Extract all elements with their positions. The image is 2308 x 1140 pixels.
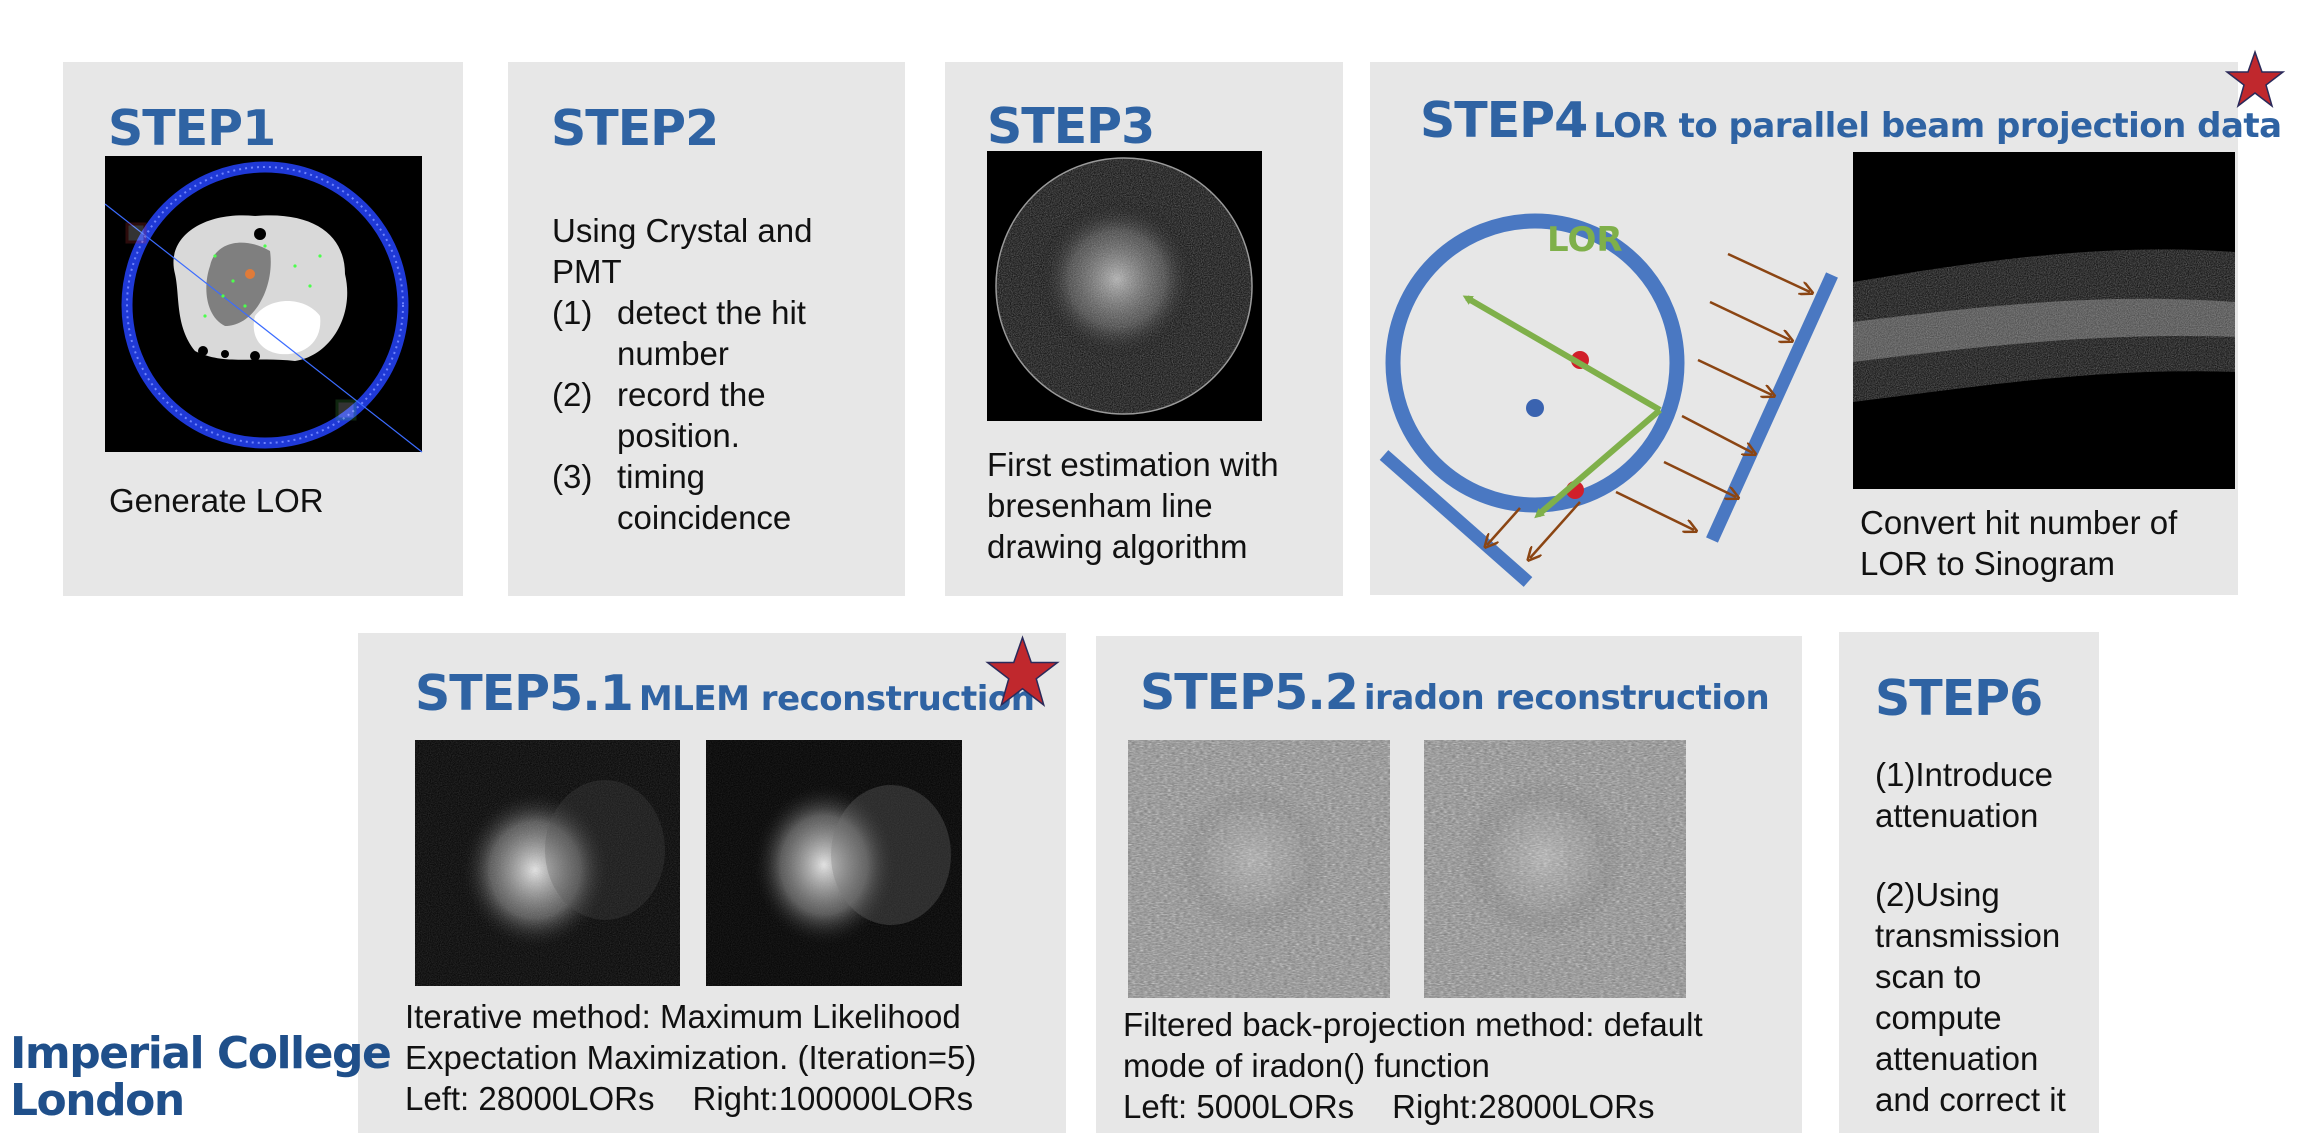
lor-arrow: [1462, 295, 1662, 413]
step4-title: STEP4 LOR to parallel beam projection dat…: [1420, 92, 2282, 149]
list-item: (3) timing coincidence: [552, 456, 872, 538]
step4-diagram: LOR: [1379, 213, 1838, 587]
step5-2-subtitle: iradon reconstruction: [1363, 678, 1770, 718]
list-text: detect the hit number: [617, 294, 806, 372]
step3-backprojection-image: [987, 151, 1262, 421]
lor-label: LOR: [1547, 220, 1623, 260]
star-icon: [985, 635, 1060, 707]
step2-list: (1) detect the hit number (2) record the p…: [552, 292, 872, 538]
step3-panel: STEP3 First estimation with bresenham li…: [945, 62, 1343, 596]
step5-2-panel: STEP5.2 iradon reconstruction Filtered ba…: [1096, 636, 1802, 1133]
step1-caption: Generate LOR: [109, 482, 324, 519]
step6-body: (1)Introduce attenuation (2)Using transm…: [1875, 754, 2085, 1120]
list-number: (3): [552, 458, 593, 495]
list-number: (2): [552, 376, 593, 413]
step6-title: STEP6: [1875, 670, 2043, 727]
list-text: record the position.: [617, 376, 766, 454]
step4-panel: STEP4 LOR to parallel beam projection dat…: [1370, 62, 2282, 595]
step5-2-left: Left: 5000LORs: [1123, 1088, 1355, 1125]
list-item: (2) record the position.: [552, 374, 872, 456]
step5-2-line1: Filtered back-projection method: default: [1123, 1006, 1703, 1043]
step2-panel: STEP2 Using Crystal and PMT (1) detect th…: [508, 62, 905, 596]
beam-arrows: [1487, 252, 1810, 558]
list-number: (1): [552, 294, 593, 331]
step5-1-left: Left: 28000LORs: [405, 1080, 655, 1117]
step5-1-panel: STEP5.1 MLEM reconstruction Iterative met…: [358, 633, 1066, 1133]
iradon-image-left: [1128, 740, 1390, 998]
imperial-logo: Imperial College London: [10, 1028, 392, 1126]
step5-2-right: Right:28000LORs: [1392, 1088, 1655, 1125]
step4-subtitle: LOR to parallel beam projection data: [1593, 106, 2282, 146]
step5-2-line2: mode of iradon() function: [1123, 1047, 1490, 1084]
step3-title: STEP3: [987, 98, 1155, 155]
step1-title: STEP1: [108, 100, 276, 157]
step5-1-caption: Iterative method: Maximum Likelihood Exp…: [405, 996, 1055, 1119]
step5-1-counts: Left: 28000LORs Right:100000LORs: [405, 1078, 1055, 1119]
step4-sinogram-image: [1853, 152, 2235, 489]
step5-1-heading: STEP5.1: [415, 665, 634, 722]
step6-p2: (2)Using transmission scan to compute at…: [1875, 876, 2066, 1118]
step5-2-heading: STEP5.2: [1140, 664, 1359, 721]
star-icon: [2224, 49, 2286, 108]
iradon-image-right: [1424, 740, 1686, 998]
step2-intro: Using Crystal and PMT: [552, 212, 813, 290]
step6-panel: STEP6 (1)Introduce attenuation (2)Using …: [1839, 632, 2099, 1133]
step5-1-title: STEP5.1 MLEM reconstruction: [415, 665, 1035, 722]
step2-body: Using Crystal and PMT (1) detect the hit …: [552, 210, 872, 538]
step5-2-counts: Left: 5000LORs Right:28000LORs: [1123, 1086, 1793, 1127]
logo-line2: London: [10, 1075, 185, 1126]
step5-1-line2: Expectation Maximization. (Iteration=5): [405, 1039, 977, 1076]
step4-caption: Convert hit number of LOR to Sinogram: [1860, 504, 2178, 582]
step3-caption: First estimation with bresenham line dra…: [987, 446, 1279, 565]
step5-1-right: Right:100000LORs: [692, 1080, 974, 1117]
lor-arrow: [1534, 407, 1662, 519]
step1-lor-image: [104, 156, 423, 453]
step1-panel: STEP1 Generate LOR: [63, 62, 463, 596]
step5-2-title: STEP5.2 iradon reconstruction: [1140, 664, 1770, 721]
step6-p1: (1)Introduce attenuation: [1875, 756, 2053, 834]
mlem-image-left: [415, 740, 680, 986]
step5-1-subtitle: MLEM reconstruction: [638, 679, 1035, 719]
mlem-image-right: [706, 740, 962, 986]
step4-heading: STEP4: [1420, 92, 1588, 149]
list-item: (1) detect the hit number: [552, 292, 872, 374]
step2-title: STEP2: [551, 100, 719, 157]
list-text: timing coincidence: [617, 458, 792, 536]
logo-line1: Imperial College: [10, 1028, 392, 1079]
step5-1-line1: Iterative method: Maximum Likelihood: [405, 998, 961, 1035]
step5-2-caption: Filtered back-projection method: default…: [1123, 1004, 1793, 1127]
